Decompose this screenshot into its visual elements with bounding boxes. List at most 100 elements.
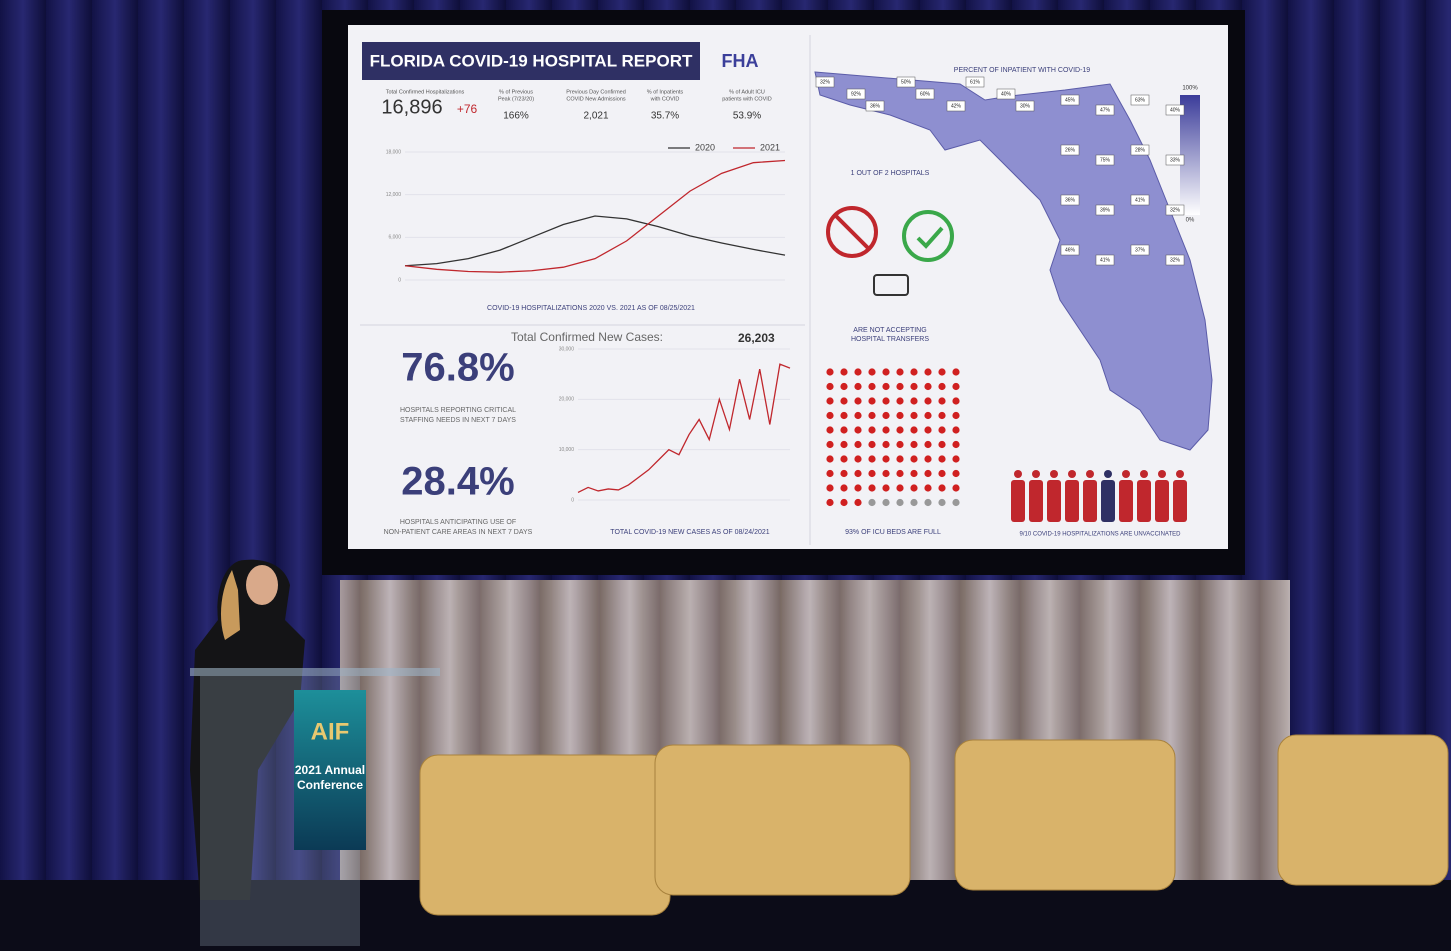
icu-dot — [938, 412, 945, 419]
stat-value: 2,021 — [583, 111, 608, 122]
report-title: FLORIDA COVID-19 HOSPITAL REPORT — [370, 51, 693, 70]
icu-dot — [938, 455, 945, 462]
county-label: 28% — [1135, 147, 1146, 153]
y-tick-label: 10,000 — [559, 447, 575, 453]
person-icon — [1011, 480, 1025, 522]
icu-dot — [840, 426, 847, 433]
icu-caption: 93% OF ICU BEDS ARE FULL — [845, 529, 941, 536]
icu-dot — [952, 455, 959, 462]
icu-dot — [910, 368, 917, 375]
icu-dot — [826, 455, 833, 462]
icu-dot — [896, 470, 903, 477]
icu-dot — [924, 484, 931, 491]
county-label: 47% — [1100, 107, 1111, 113]
person-icon — [1119, 480, 1133, 522]
icu-dot — [882, 397, 889, 404]
icu-dot — [840, 484, 847, 491]
map-title: PERCENT OF INPATIENT WITH COVID-19 — [954, 67, 1090, 74]
icu-dot — [910, 441, 917, 448]
icu-dot — [882, 441, 889, 448]
icu-dot — [840, 441, 847, 448]
icu-dot — [840, 383, 847, 390]
person-icon — [1086, 470, 1094, 478]
page: FLORIDA COVID-19 HOSPITAL REPORT FHA COV… — [0, 0, 1451, 951]
stat-label: patients with COVID — [722, 96, 772, 102]
icu-dot — [854, 426, 861, 433]
cases-total: 26,203 — [738, 331, 775, 345]
icu-dot — [854, 397, 861, 404]
person-icon — [1158, 470, 1166, 478]
icu-dot — [938, 484, 945, 491]
county-label: 92% — [851, 91, 862, 97]
icu-dot — [896, 397, 903, 404]
y-tick-label: 20,000 — [559, 397, 575, 403]
icu-dot — [854, 499, 861, 506]
icu-dot — [910, 470, 917, 477]
icu-dot — [868, 426, 875, 433]
speaker-face — [246, 565, 278, 605]
icu-dot — [868, 455, 875, 462]
icu-dot — [938, 426, 945, 433]
stat-value: 35.7% — [651, 111, 679, 122]
stat-value: 16,896 — [381, 96, 442, 118]
transfers-top: 1 OUT OF 2 HOSPITALS — [851, 170, 930, 177]
icu-dot — [952, 470, 959, 477]
y-tick-label: 18,000 — [386, 149, 402, 155]
person-icon — [1140, 470, 1148, 478]
icu-dot — [854, 412, 861, 419]
transfers-line: HOSPITAL TRANSFERS — [851, 336, 929, 343]
county-label: 33% — [1170, 157, 1181, 163]
icu-dot — [854, 470, 861, 477]
icu-dot — [882, 455, 889, 462]
icu-dot — [952, 499, 959, 506]
county-label: 40% — [1001, 91, 1012, 97]
podium-line: 2021 Annual — [295, 763, 365, 777]
person-icon — [1176, 470, 1184, 478]
county-label: 45% — [1065, 97, 1076, 103]
icu-dot — [910, 455, 917, 462]
icu-dot — [910, 484, 917, 491]
icu-dot — [826, 484, 833, 491]
icu-dot — [868, 441, 875, 448]
person-icon — [1173, 480, 1187, 522]
icu-dot — [854, 455, 861, 462]
county-label: 36% — [1065, 197, 1076, 203]
legend-label: 2020 — [695, 142, 715, 152]
person-icon — [1104, 470, 1112, 478]
stat-caption: HOSPITALS REPORTING CRITICAL — [400, 407, 516, 414]
person-icon — [1050, 470, 1058, 478]
icu-dot — [896, 455, 903, 462]
county-label: 75% — [1100, 157, 1111, 163]
icu-dot — [882, 412, 889, 419]
icu-dot — [854, 383, 861, 390]
legend-label: 2021 — [760, 142, 780, 152]
icu-dot — [924, 368, 931, 375]
icu-dot — [924, 397, 931, 404]
chair — [420, 755, 670, 915]
icu-dot — [854, 441, 861, 448]
person-icon — [1122, 470, 1130, 478]
icu-dot — [924, 441, 931, 448]
icu-dot — [868, 412, 875, 419]
logo: FHA — [722, 51, 759, 71]
county-label: 37% — [1135, 247, 1146, 253]
icu-dot — [826, 368, 833, 375]
stat-label: % of Inpatients — [647, 89, 684, 95]
icu-dot — [826, 426, 833, 433]
county-label: 39% — [1100, 207, 1111, 213]
legend-min: 0% — [1186, 218, 1195, 224]
county-label: 36% — [870, 103, 881, 109]
icu-dot — [868, 397, 875, 404]
stat-label: Previous Day Confirmed — [566, 89, 626, 95]
person-icon — [1101, 480, 1115, 522]
icu-dot — [826, 383, 833, 390]
icu-dot — [896, 368, 903, 375]
icu-dot — [896, 484, 903, 491]
icu-dot — [882, 368, 889, 375]
icu-dot — [854, 368, 861, 375]
stat-label: % of Adult ICU — [729, 89, 765, 95]
icu-dot — [840, 397, 847, 404]
icu-dot — [952, 441, 959, 448]
person-icon — [1047, 480, 1061, 522]
y-tick-label: 0 — [398, 277, 401, 283]
